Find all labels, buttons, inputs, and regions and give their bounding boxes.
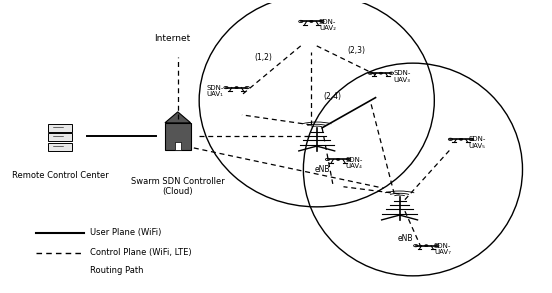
Polygon shape	[165, 112, 190, 123]
FancyBboxPatch shape	[165, 123, 190, 150]
Circle shape	[379, 72, 383, 74]
Text: Internet: Internet	[155, 34, 190, 43]
Text: Remote Control Center: Remote Control Center	[12, 171, 109, 180]
FancyBboxPatch shape	[174, 142, 181, 150]
Text: SDN-
UAV₂: SDN- UAV₂	[319, 18, 336, 31]
Text: SDN-
UAV₃: SDN- UAV₃	[394, 70, 411, 83]
Text: SDN-
UAV₄: SDN- UAV₄	[346, 156, 363, 169]
Text: SDN-
UAV₁: SDN- UAV₁	[206, 85, 224, 97]
Text: SDN-
UAV₇: SDN- UAV₇	[434, 243, 451, 255]
Circle shape	[459, 138, 463, 140]
Text: eNB: eNB	[314, 165, 330, 174]
Text: SDN-
UAV₅: SDN- UAV₅	[469, 137, 486, 149]
Text: (2,4): (2,4)	[324, 92, 342, 101]
Circle shape	[336, 159, 340, 160]
FancyBboxPatch shape	[48, 143, 72, 151]
Circle shape	[424, 245, 428, 247]
Text: Control Plane (WiFi, LTE): Control Plane (WiFi, LTE)	[89, 248, 191, 257]
Circle shape	[310, 21, 313, 22]
Text: Routing Path: Routing Path	[89, 265, 143, 275]
Text: (2,3): (2,3)	[348, 45, 366, 54]
Text: Swarm SDN Controller
(Cloud): Swarm SDN Controller (Cloud)	[131, 177, 225, 196]
FancyBboxPatch shape	[48, 124, 72, 132]
FancyBboxPatch shape	[48, 133, 72, 141]
Text: eNB: eNB	[397, 234, 413, 243]
Text: User Plane (WiFi): User Plane (WiFi)	[89, 228, 161, 237]
Text: (1,2): (1,2)	[254, 53, 272, 62]
Circle shape	[235, 87, 238, 88]
